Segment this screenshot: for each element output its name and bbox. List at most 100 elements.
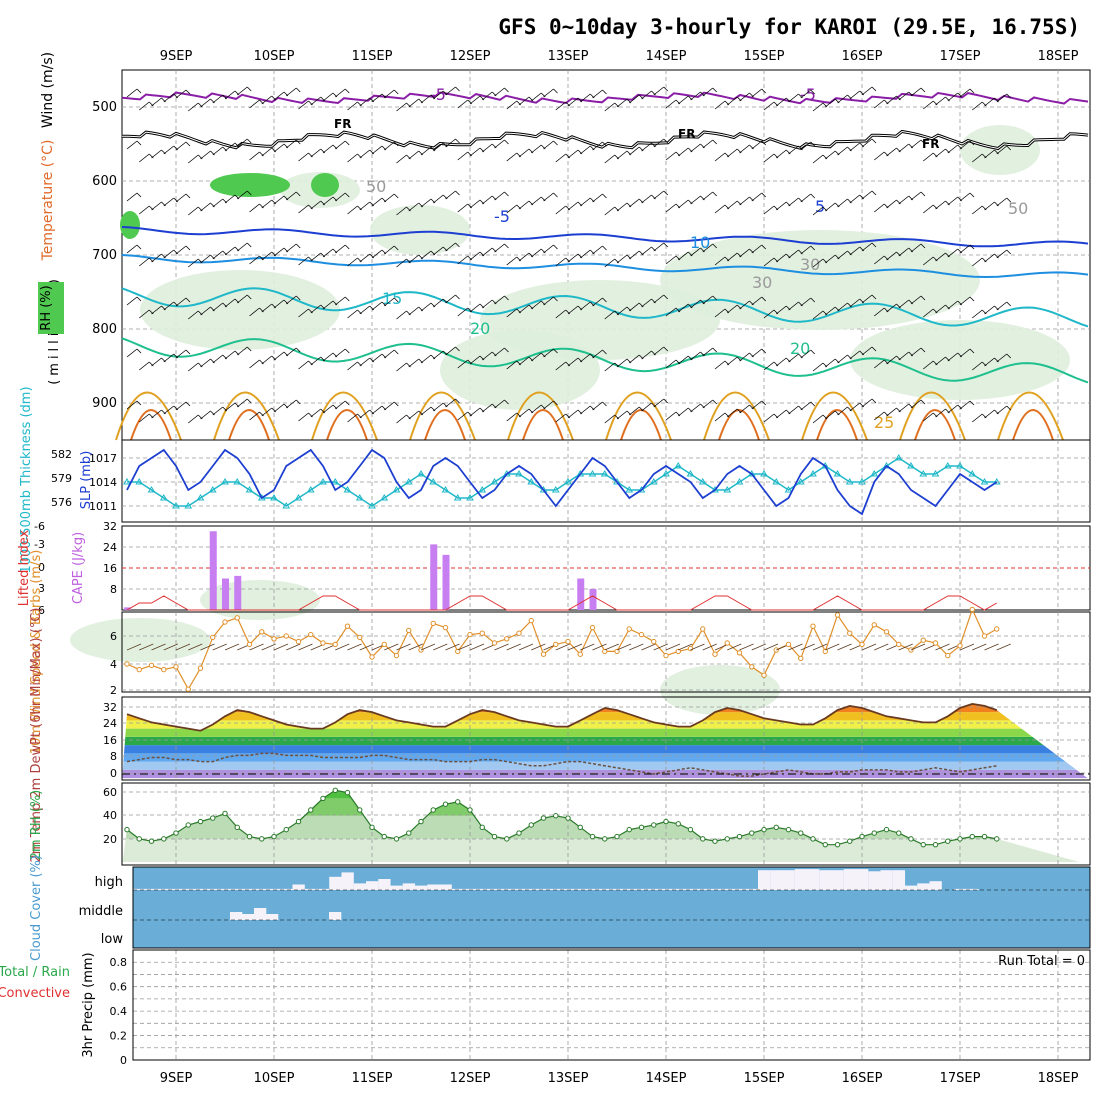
wind-barb xyxy=(298,204,309,214)
wind-barb xyxy=(947,300,958,310)
wind-barb xyxy=(935,148,946,158)
cloud-middle-bar xyxy=(329,912,342,920)
wind-barb xyxy=(175,401,187,411)
wind-barb xyxy=(506,256,517,266)
rh-point xyxy=(418,818,424,825)
wind-barb xyxy=(788,301,799,311)
wind-barb xyxy=(910,399,922,409)
wind-barb xyxy=(871,190,877,196)
wind-barb xyxy=(663,86,669,92)
wind-barb xyxy=(788,145,799,155)
temp-band xyxy=(122,728,1090,737)
wind-barb xyxy=(580,353,591,363)
wind-barb xyxy=(249,307,260,317)
rh-shading xyxy=(960,125,1040,175)
wind-barb xyxy=(396,154,407,164)
wind-barb xyxy=(812,362,824,372)
wind-barb xyxy=(249,411,260,421)
rh-point xyxy=(320,795,326,802)
cloud-high-bar xyxy=(537,888,550,890)
wind-barb xyxy=(641,246,652,256)
wind-barb xyxy=(273,143,285,153)
contour-label: 25 xyxy=(874,413,894,432)
wind-barb xyxy=(482,195,493,205)
wind-barb xyxy=(739,196,750,206)
cloud-high-bar xyxy=(856,869,869,890)
wind-barb xyxy=(920,191,926,197)
wind-barb xyxy=(212,354,223,364)
contour-label: FR xyxy=(334,117,351,131)
wind-speed-point xyxy=(712,651,718,657)
legend-total-rain: Total / Rain xyxy=(0,965,70,980)
cloud-high-bar xyxy=(623,888,636,890)
wind-barb xyxy=(800,193,811,203)
wind-barb xyxy=(592,401,603,411)
wind-barb xyxy=(788,93,799,103)
wind-barb xyxy=(898,143,909,153)
wind-barb xyxy=(690,403,701,413)
cloud-level-label: middle xyxy=(79,904,123,919)
wind-speed-point xyxy=(197,665,204,671)
wind-speed-point xyxy=(675,648,681,655)
date-tick-label: 10SEP xyxy=(254,1071,295,1086)
wind-barb xyxy=(445,643,460,651)
wind-barb xyxy=(812,414,824,424)
wind-barb xyxy=(504,191,509,197)
rh-point xyxy=(308,807,314,813)
wind-barb xyxy=(185,297,191,303)
wind-barb xyxy=(347,153,358,163)
cape-bar xyxy=(589,589,597,610)
wind-barb xyxy=(727,148,738,158)
date-tick-label: 15SEP xyxy=(744,49,785,64)
thickness-point xyxy=(894,454,903,461)
rh-point xyxy=(761,826,767,833)
freezing-level-contour xyxy=(122,130,1089,150)
wind-barb xyxy=(604,643,619,651)
wind-barb xyxy=(567,305,579,315)
wind-barb xyxy=(800,89,811,99)
wind-barb xyxy=(969,140,975,146)
wind-barb xyxy=(212,302,223,312)
wind-barb xyxy=(761,348,767,354)
cloud-label: Cloud Cover (%) xyxy=(29,855,44,961)
wind-barb xyxy=(322,352,334,362)
wind-barb xyxy=(788,197,799,207)
wind-speed-point xyxy=(161,666,167,673)
chart-title: GFS 0~10day 3-hourly for KAROI (29.5E, 1… xyxy=(498,15,1080,39)
wind-barb xyxy=(837,354,848,364)
contour-label: 20 xyxy=(470,319,490,338)
thickness-point xyxy=(784,486,793,493)
thickness-tick-label: 579 xyxy=(51,472,72,485)
wind-speed-point xyxy=(749,664,755,670)
cloud-high-bar xyxy=(292,884,305,890)
wind-barb xyxy=(531,92,542,102)
wind-barb xyxy=(712,347,718,353)
wind-barb xyxy=(310,200,321,210)
wind-barb xyxy=(663,294,669,300)
wind-barb xyxy=(653,190,664,200)
wind-barb xyxy=(712,295,718,301)
cloud-high-bar xyxy=(488,888,501,890)
wind-barb xyxy=(641,298,652,308)
wind-barb xyxy=(298,308,309,318)
wind-barb xyxy=(455,242,460,248)
wind-barb xyxy=(200,254,211,264)
precip-tick-label: 0.8 xyxy=(110,956,128,969)
wind-speed-point xyxy=(761,672,767,678)
wind-barb xyxy=(347,205,358,215)
pressure-tick-label: 500 xyxy=(92,100,117,115)
wind-barb xyxy=(249,203,260,213)
cloud-high-bar xyxy=(831,870,844,890)
rh-point xyxy=(834,841,841,848)
wind-barb xyxy=(629,643,644,651)
wind-speed-point xyxy=(430,620,436,627)
temp-contour-25 xyxy=(115,391,182,441)
wind-tick-label: 6 xyxy=(110,630,117,643)
rh-point xyxy=(161,836,167,842)
wind-barb xyxy=(712,191,718,197)
contour-label: 30 xyxy=(752,273,772,292)
thickness-point xyxy=(686,470,695,477)
wind-barb xyxy=(200,358,211,368)
wind-barb xyxy=(861,643,877,651)
rh-point xyxy=(651,822,657,828)
